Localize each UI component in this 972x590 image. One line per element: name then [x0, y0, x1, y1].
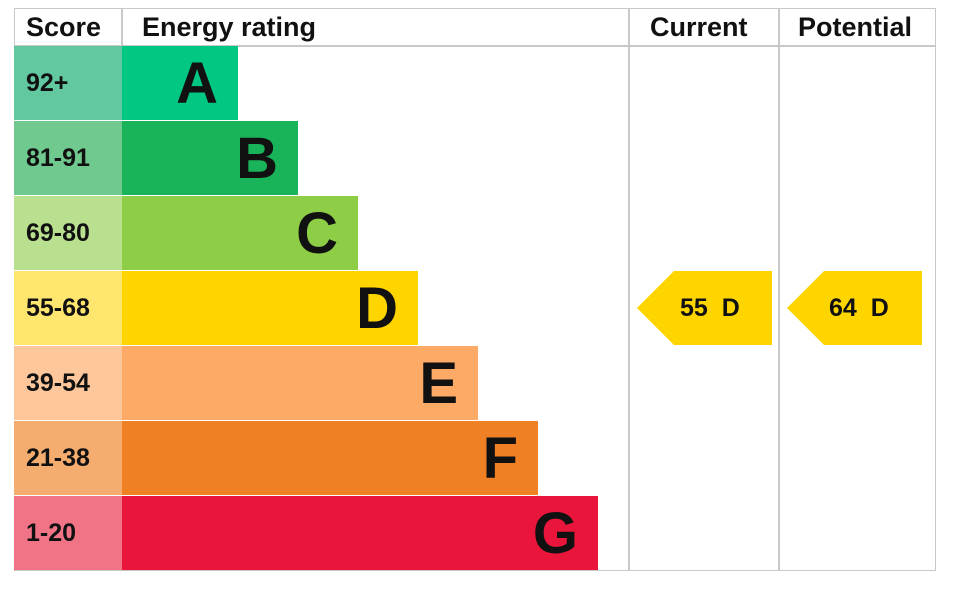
potential-rating-arrow: 64 D	[787, 271, 922, 345]
current-rating-arrow: 55 D	[637, 271, 772, 345]
header-current: Current	[650, 12, 748, 42]
top-border	[14, 8, 936, 9]
right-border	[935, 8, 936, 571]
header-divider	[14, 45, 936, 47]
score-range-d: 55-68	[14, 271, 122, 345]
current-rating-label: 55 D	[680, 294, 740, 322]
rating-bar-e: E	[122, 346, 478, 420]
score-range-b: 81-91	[14, 121, 122, 195]
current-divider	[628, 8, 630, 571]
bottom-border	[14, 570, 936, 571]
score-divider	[121, 8, 123, 46]
rating-bar-d: D	[122, 271, 418, 345]
potential-divider	[778, 8, 780, 571]
score-range-e: 39-54	[14, 346, 122, 420]
score-range-c: 69-80	[14, 196, 122, 270]
rating-bar-g: G	[122, 496, 598, 570]
potential-arrow-shape	[787, 271, 922, 345]
potential-rating-label: 64 D	[829, 294, 889, 322]
score-range-a: 92+	[14, 46, 122, 120]
rating-bar-f: F	[122, 421, 538, 495]
score-range-f: 21-38	[14, 421, 122, 495]
header-potential: Potential	[798, 12, 913, 42]
rating-bar-c: C	[122, 196, 358, 270]
score-range-g: 1-20	[14, 496, 122, 570]
header-energy-rating: Energy rating	[142, 12, 317, 42]
header-score: Score	[26, 12, 102, 42]
current-arrow-shape	[637, 271, 772, 345]
left-border	[14, 8, 15, 46]
rating-bar-b: B	[122, 121, 298, 195]
rating-bar-a: A	[122, 46, 238, 120]
